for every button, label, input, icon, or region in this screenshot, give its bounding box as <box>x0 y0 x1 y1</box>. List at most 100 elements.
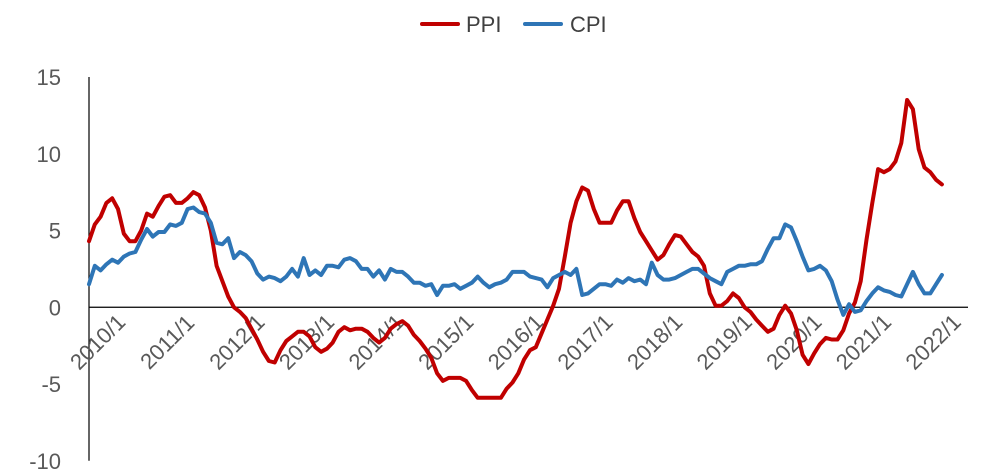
data-point-cpi <box>639 279 641 281</box>
data-point-cpi <box>593 288 595 290</box>
data-point-cpi <box>692 268 694 270</box>
data-point-cpi <box>460 288 462 290</box>
data-point-ppi <box>837 339 839 341</box>
data-point-cpi <box>895 294 897 296</box>
data-point-cpi <box>784 224 786 226</box>
data-point-ppi <box>523 359 525 361</box>
data-point-ppi <box>593 208 595 210</box>
data-point-ppi <box>494 397 496 399</box>
data-point-ppi <box>570 222 572 224</box>
data-point-cpi <box>402 271 404 273</box>
data-point-cpi <box>935 283 937 285</box>
data-point-ppi <box>831 339 833 341</box>
data-point-ppi <box>860 280 862 282</box>
data-point-ppi <box>344 326 346 328</box>
data-point-cpi <box>802 256 804 258</box>
data-point-cpi <box>303 257 305 259</box>
data-point-ppi <box>88 240 90 242</box>
data-point-cpi <box>442 285 444 287</box>
data-point-cpi <box>779 237 781 239</box>
data-point-cpi <box>668 279 670 281</box>
data-point-cpi <box>152 236 154 238</box>
data-point-ppi <box>750 311 752 313</box>
data-point-ppi <box>268 360 270 362</box>
data-point-cpi <box>547 287 549 289</box>
data-point-ppi <box>895 161 897 163</box>
data-point-ppi <box>935 179 937 181</box>
data-point-cpi <box>755 264 757 266</box>
data-point-ppi <box>251 328 253 330</box>
data-point-ppi <box>135 240 137 242</box>
data-point-ppi <box>651 250 653 252</box>
data-point-cpi <box>309 274 311 276</box>
data-point-ppi <box>402 320 404 322</box>
data-point-ppi <box>616 210 618 212</box>
data-point-cpi <box>587 293 589 295</box>
data-point-cpi <box>291 268 293 270</box>
data-point-cpi <box>848 303 850 305</box>
data-point-cpi <box>860 310 862 312</box>
legend-label-ppi: PPI <box>466 12 501 37</box>
data-point-cpi <box>854 311 856 313</box>
data-point-ppi <box>140 230 142 232</box>
data-point-ppi <box>274 362 276 364</box>
data-point-cpi <box>657 274 659 276</box>
data-point-cpi <box>506 279 508 281</box>
data-point-cpi <box>773 237 775 239</box>
data-point-cpi <box>198 211 200 213</box>
data-point-ppi <box>315 346 317 348</box>
data-point-cpi <box>738 265 740 267</box>
data-point-cpi <box>262 279 264 281</box>
data-point-ppi <box>605 222 607 224</box>
data-point-ppi <box>390 328 392 330</box>
data-point-cpi <box>622 282 624 284</box>
data-point-cpi <box>210 222 212 224</box>
data-point-cpi <box>697 268 699 270</box>
data-point-ppi <box>680 236 682 238</box>
data-point-ppi <box>541 333 543 335</box>
data-point-cpi <box>431 283 433 285</box>
data-point-cpi <box>123 256 125 258</box>
data-point-cpi <box>222 244 224 246</box>
data-point-ppi <box>442 380 444 382</box>
data-point-cpi <box>187 208 189 210</box>
data-point-ppi <box>361 328 363 330</box>
data-point-ppi <box>117 208 119 210</box>
data-point-ppi <box>448 377 450 379</box>
data-point-cpi <box>924 293 926 295</box>
data-point-ppi <box>233 307 235 309</box>
data-point-cpi <box>407 276 409 278</box>
data-point-cpi <box>709 277 711 279</box>
data-point-cpi <box>767 248 769 250</box>
data-point-cpi <box>367 268 369 270</box>
data-point-ppi <box>384 337 386 339</box>
data-point-cpi <box>610 285 612 287</box>
data-point-cpi <box>106 264 108 266</box>
data-point-ppi <box>564 256 566 258</box>
data-point-cpi <box>245 254 247 256</box>
data-point-ppi <box>610 222 612 224</box>
data-point-ppi <box>738 297 740 299</box>
data-point-cpi <box>605 283 607 285</box>
data-point-cpi <box>436 294 438 296</box>
data-point-cpi <box>645 283 647 285</box>
data-point-ppi <box>111 198 113 200</box>
data-point-cpi <box>448 285 450 287</box>
data-point-cpi <box>628 277 630 279</box>
data-point-cpi <box>744 265 746 267</box>
data-point-ppi <box>779 314 781 316</box>
data-point-ppi <box>396 323 398 325</box>
data-point-cpi <box>564 271 566 273</box>
data-point-cpi <box>872 293 874 295</box>
data-point-cpi <box>257 273 259 275</box>
data-point-ppi <box>204 207 206 209</box>
data-point-ppi <box>419 340 421 342</box>
data-point-cpi <box>674 277 676 279</box>
data-point-ppi <box>802 354 804 356</box>
series-line-ppi <box>87 98 944 400</box>
data-point-cpi <box>941 274 943 276</box>
data-point-ppi <box>454 377 456 379</box>
data-point-ppi <box>808 363 810 365</box>
data-point-cpi <box>164 231 166 233</box>
data-point-cpi <box>866 300 868 302</box>
